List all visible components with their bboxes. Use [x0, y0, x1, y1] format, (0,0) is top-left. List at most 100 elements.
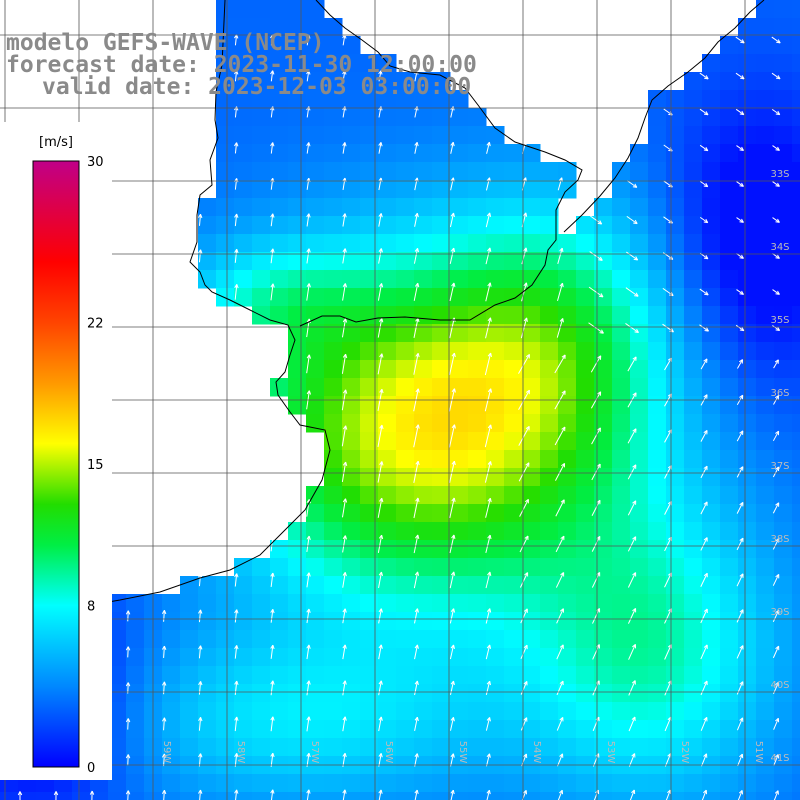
wind-arrow	[378, 70, 383, 82]
wind-cell	[216, 738, 235, 757]
wind-arrow	[198, 249, 203, 263]
wind-cell	[756, 126, 775, 145]
wind-cell	[378, 90, 397, 109]
wind-arrow	[377, 353, 384, 375]
wind-cell	[756, 216, 775, 235]
wind-cell	[414, 468, 433, 487]
wind-arrow	[270, 536, 275, 552]
wind-arrow	[556, 318, 564, 338]
wind-cell	[378, 720, 397, 739]
wind-cell	[234, 648, 253, 667]
wind-cell	[396, 216, 415, 235]
wind-cell	[684, 774, 703, 793]
wind-arrow	[125, 610, 131, 622]
wind-cell	[630, 198, 649, 217]
wind-arrow	[342, 70, 347, 82]
wind-cell	[432, 504, 451, 523]
wind-cell	[414, 504, 433, 523]
wind-cell	[702, 288, 721, 307]
wind-cell	[198, 234, 217, 253]
wind-cell	[306, 504, 325, 523]
wind-arrow	[342, 248, 347, 264]
wind-cell	[324, 720, 343, 739]
wind-cell	[738, 360, 757, 379]
wind-cell	[720, 54, 739, 73]
wind-cell	[648, 648, 667, 667]
wind-cell	[342, 702, 361, 721]
wind-cell	[504, 666, 523, 685]
wind-cell	[486, 342, 505, 361]
wind-cell	[630, 576, 649, 595]
wind-cell	[720, 342, 739, 361]
wind-cell	[576, 396, 595, 415]
wind-cell	[216, 108, 235, 127]
wind-arrow	[485, 497, 492, 518]
wind-cell	[306, 198, 325, 217]
wind-cell	[414, 702, 433, 721]
wind-arrow	[735, 72, 745, 80]
wind-cell	[432, 792, 451, 800]
wind-cell	[108, 648, 127, 667]
wind-cell	[396, 378, 415, 397]
wind-cell	[558, 324, 577, 343]
wind-cell	[756, 342, 775, 361]
wind-cell	[432, 450, 451, 469]
wind-cell	[216, 684, 235, 703]
wind-cell	[648, 594, 667, 613]
wind-cell	[396, 486, 415, 505]
wind-cell	[792, 558, 800, 577]
wind-cell	[576, 306, 595, 325]
wind-cell	[486, 324, 505, 343]
wind-cell	[738, 486, 757, 505]
wind-cell	[576, 234, 595, 253]
wind-arrow	[484, 352, 492, 376]
wind-cell	[396, 522, 415, 541]
wind-cell	[630, 414, 649, 433]
wind-cell	[684, 396, 703, 415]
wind-cell	[522, 252, 541, 271]
coastline	[0, 0, 765, 629]
wind-cell	[180, 630, 199, 649]
wind-arrow	[736, 289, 744, 295]
wind-cell	[558, 792, 577, 800]
wind-cell	[648, 216, 667, 235]
wind-cell	[198, 612, 217, 631]
wind-arrow	[736, 145, 744, 151]
wind-cell	[612, 468, 631, 487]
wind-cell	[468, 522, 487, 541]
wind-cell	[576, 738, 595, 757]
wind-cell	[216, 630, 235, 649]
wind-cell	[342, 558, 361, 577]
wind-cell	[360, 666, 379, 685]
wind-cell	[648, 252, 667, 271]
wind-cell	[288, 612, 307, 631]
wind-cell	[666, 558, 685, 577]
wind-cell	[792, 666, 800, 685]
wind-cell	[630, 738, 649, 757]
wind-arrow	[342, 716, 347, 732]
wind-cell	[738, 162, 757, 181]
wind-cell	[378, 468, 397, 487]
wind-cell	[792, 234, 800, 253]
wind-cell	[774, 414, 793, 433]
wind-cell	[594, 792, 613, 800]
wind-arrow	[449, 571, 456, 589]
lat-label: 39S	[770, 607, 789, 618]
wind-cell	[630, 324, 649, 343]
wind-cell	[648, 486, 667, 505]
wind-cell	[648, 396, 667, 415]
wind-cell	[738, 180, 757, 199]
wind-arrow	[735, 108, 745, 116]
wind-cell	[252, 774, 271, 793]
wind-cell	[324, 342, 343, 361]
wind-cell	[720, 252, 739, 271]
wind-cell	[234, 792, 253, 800]
wind-arrow	[626, 251, 639, 261]
wind-cell	[612, 486, 631, 505]
wind-arrow	[625, 323, 639, 334]
wind-cell	[396, 630, 415, 649]
wind-arrow	[736, 501, 744, 514]
wind-cell	[738, 702, 757, 721]
wind-arrow	[627, 500, 637, 516]
wind-cell	[270, 558, 289, 577]
